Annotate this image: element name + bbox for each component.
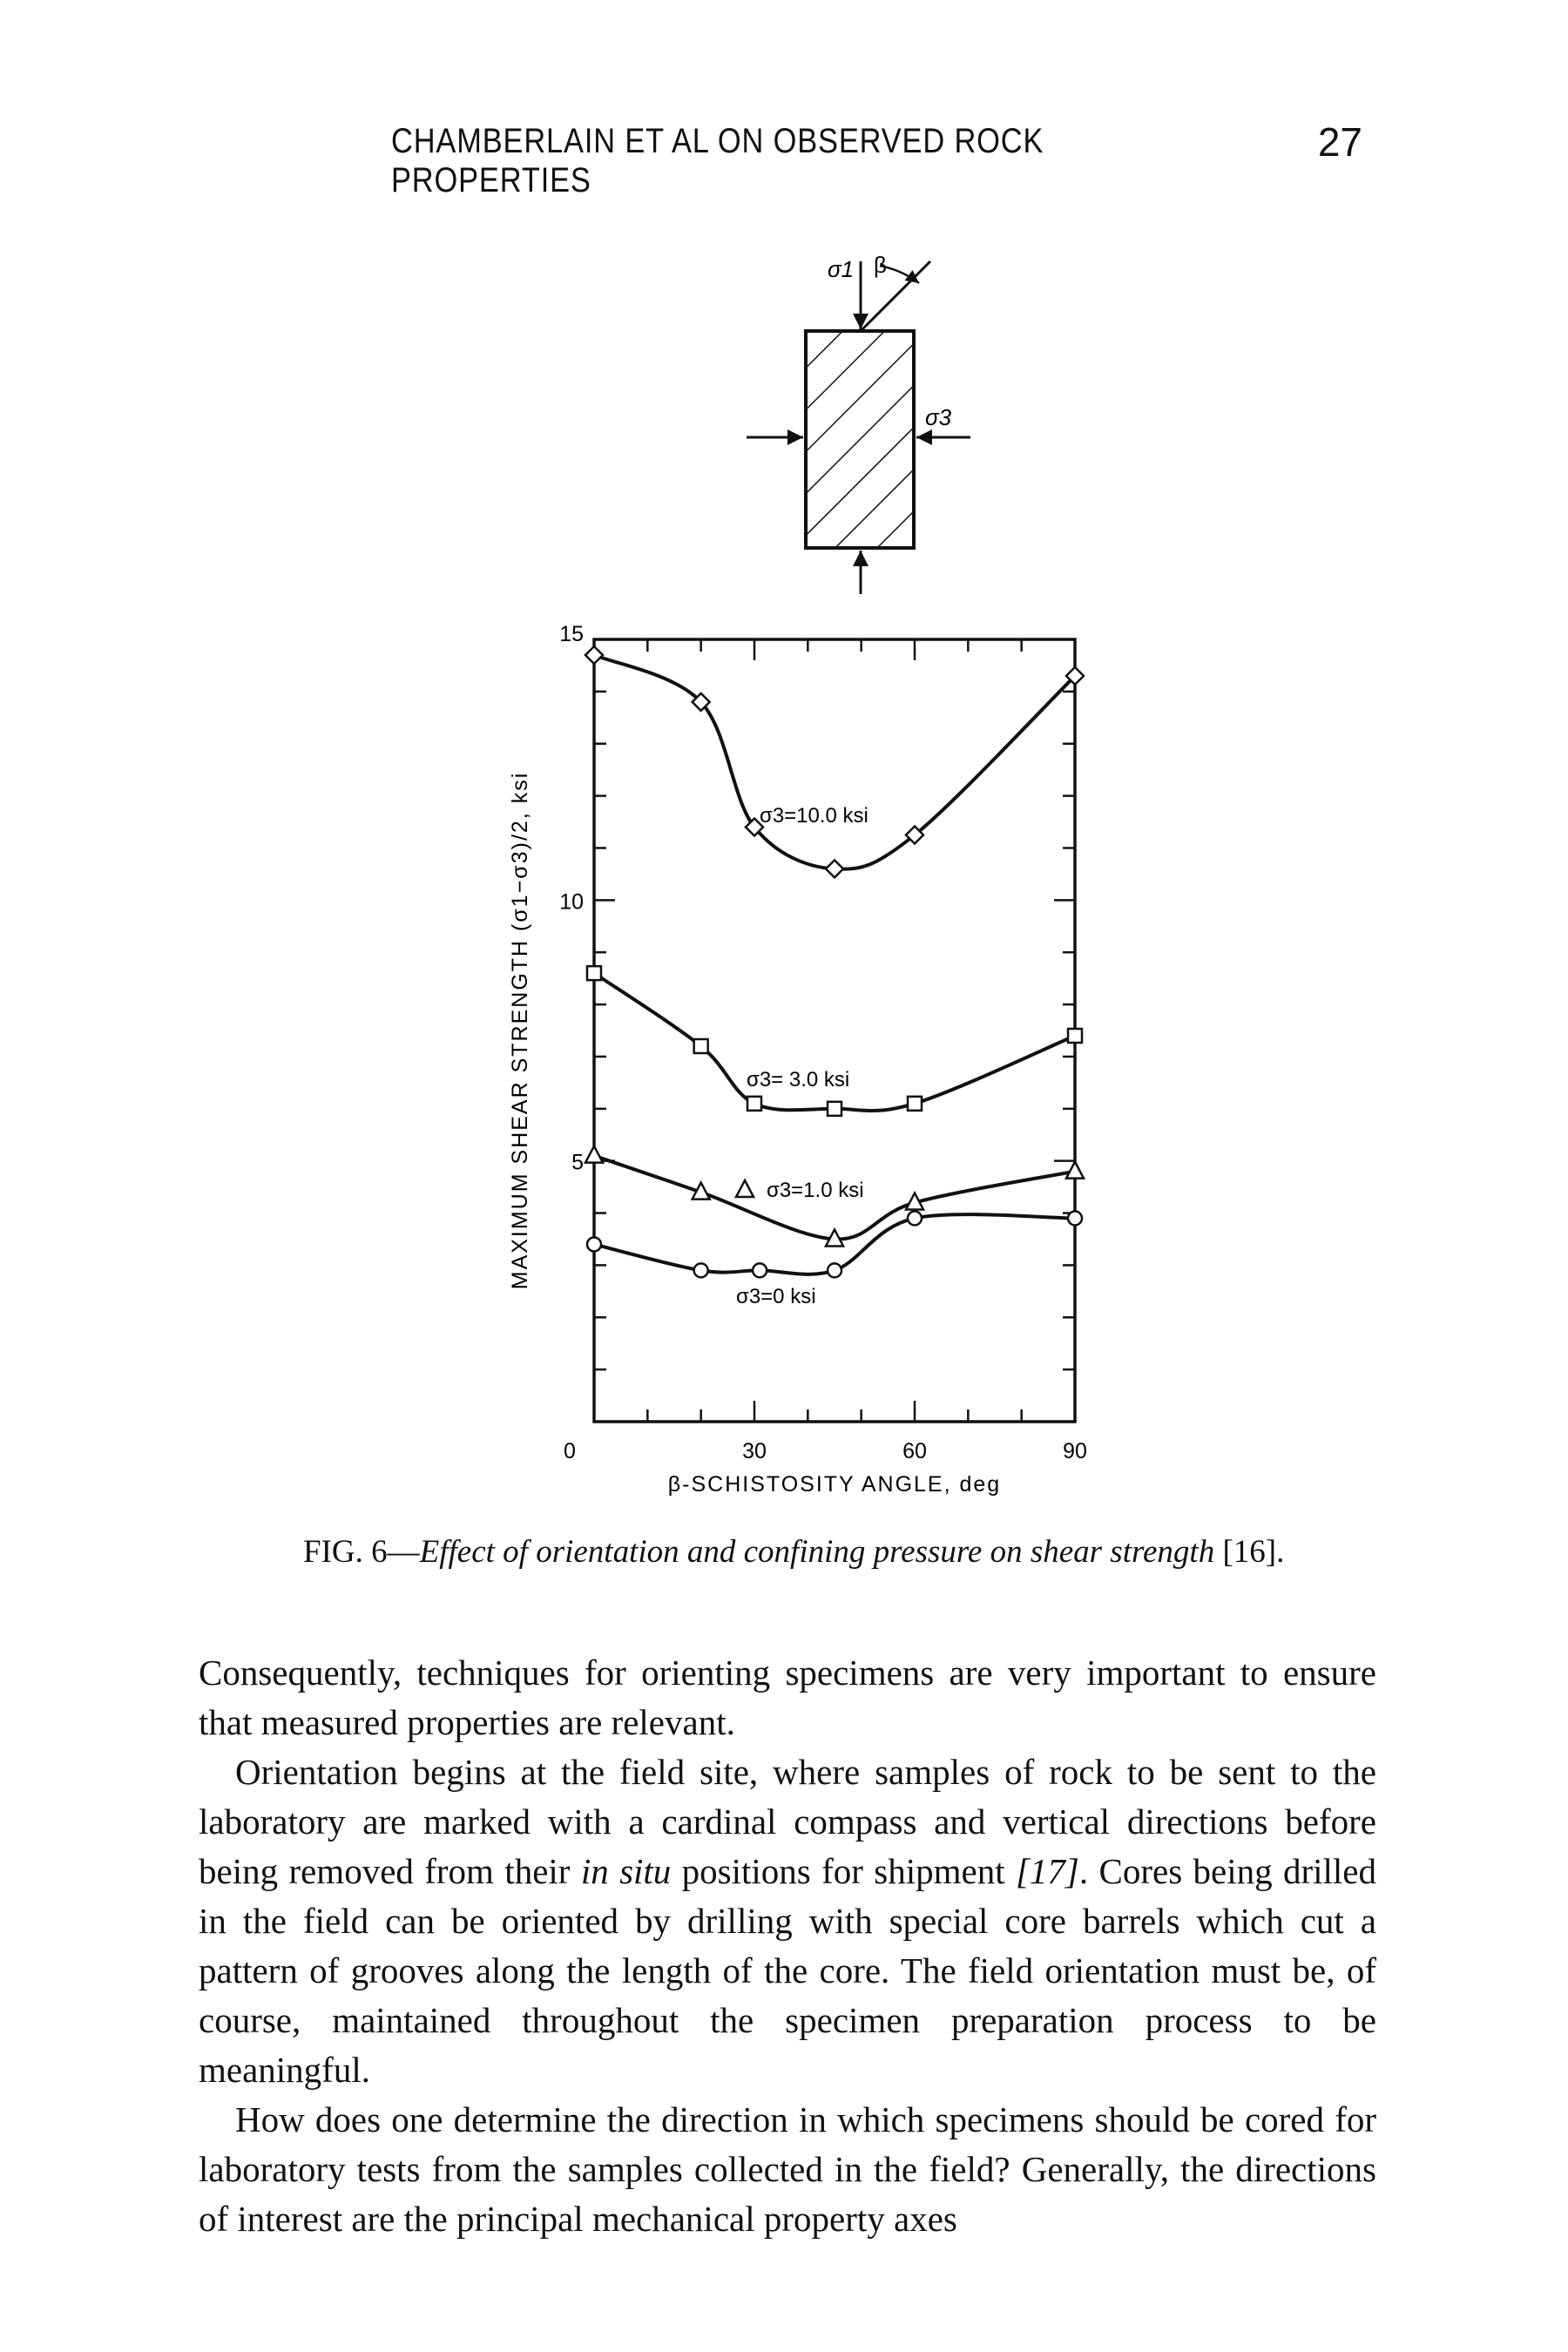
- schistosity-line: [861, 260, 932, 331]
- circle-marker: [1066, 1210, 1084, 1227]
- running-title: CHAMBERLAIN ET AL ON OBSERVED ROCK PROPE…: [391, 122, 1044, 199]
- y-tick-label: 10: [559, 889, 584, 914]
- series-curve: [592, 971, 1076, 1113]
- caption-ref: [16].: [1214, 1534, 1285, 1570]
- series-label-10ksi: σ3=10.0 ksi: [760, 804, 868, 828]
- plot-frame: [592, 638, 1077, 1423]
- diamond-marker: [744, 816, 765, 838]
- series-label-1ksi: σ3=1.0 ksi: [767, 1179, 864, 1202]
- triangle-marker: [823, 1227, 846, 1247]
- figure-caption: FIG. 6—Effect of orientation and confini…: [303, 1533, 1314, 1571]
- diamond-marker: [1064, 666, 1085, 686]
- x-tick-label: 30: [742, 1439, 767, 1463]
- triangle-marker: [583, 1143, 605, 1164]
- caption-label: FIG. 6—: [303, 1534, 420, 1570]
- diamond-marker: [584, 645, 605, 666]
- y-axis-label: MAXIMUM SHEAR STRENGTH (σ1−σ3)/2, ksi: [508, 772, 532, 1290]
- series-label-3ksi: σ3= 3.0 ksi: [747, 1068, 849, 1092]
- circle-marker: [906, 1210, 923, 1227]
- series-curve: [593, 1213, 1076, 1276]
- diamond-marker: [824, 858, 845, 880]
- diamond-marker: [904, 824, 925, 846]
- square-marker: [1066, 1027, 1084, 1044]
- text-run: positions for shipment: [671, 1851, 1016, 1891]
- caption-text: Effect of orientation and confining pres…: [419, 1534, 1215, 1570]
- y-tick-label: 5: [571, 1151, 584, 1175]
- series-curve: [593, 653, 1077, 871]
- running-header: CHAMBERLAIN ET AL ON OBSERVED ROCK PROPE…: [391, 119, 1362, 199]
- series-label-0ksi: σ3=0 ksi: [736, 1285, 816, 1308]
- triangle-marker: [903, 1190, 926, 1211]
- square-marker: [746, 1095, 763, 1112]
- circle-marker: [751, 1262, 768, 1279]
- circle-marker: [693, 1262, 709, 1279]
- x-tick-label: 60: [902, 1439, 927, 1463]
- text-run: . Cores being drilled in the field can b…: [199, 1851, 1376, 2090]
- shear-strength-chart: 0 30 60 90 15 10 5 β-SCHISTOSITY ANGLE, deg MA…: [508, 622, 1087, 1497]
- page-number: 27: [1317, 119, 1362, 165]
- specimen-diagram: σ1 β σ3: [747, 252, 970, 594]
- triangle-marker: [1064, 1159, 1086, 1179]
- beta-label: β: [874, 252, 887, 278]
- x-tick-label: 90: [1063, 1439, 1087, 1463]
- y-tick-label: 15: [559, 622, 584, 646]
- x-tick-label: 0: [564, 1439, 576, 1463]
- specimen-rect: [804, 329, 916, 550]
- sigma3-label: σ3: [925, 404, 952, 430]
- triangle-marker: [690, 1179, 712, 1200]
- italic-term: in situ: [580, 1851, 672, 1891]
- square-marker: [826, 1100, 843, 1118]
- square-marker: [906, 1095, 923, 1112]
- square-marker: [693, 1037, 709, 1055]
- text-run: Orientation begins at the field site, wh…: [199, 1752, 1376, 1891]
- beta-angle-arrow: [879, 264, 920, 285]
- paragraph-2: Orientation begins at the field site, wh…: [199, 1747, 1376, 2095]
- sigma1-label: σ1: [828, 256, 854, 282]
- square-marker: [585, 964, 603, 982]
- paragraph-3: How does one determine the direction in …: [199, 2099, 1376, 2239]
- x-axis-label: β-SCHISTOSITY ANGLE, deg: [668, 1472, 1001, 1497]
- diamond-marker: [690, 692, 712, 713]
- citation-ref: [17]: [1015, 1851, 1079, 1891]
- triangle-marker: [733, 1178, 756, 1199]
- circle-marker: [585, 1236, 603, 1253]
- circle-marker: [826, 1262, 843, 1279]
- figure: σ1 β σ3 0 30 60 90 15 10 5 β-SCHISTOSITY ANGLE…: [508, 252, 1087, 1497]
- paragraph-1: Consequently, techniques for orienting s…: [199, 1652, 1376, 1742]
- body-text: Consequently, techniques for orienting s…: [199, 1648, 1376, 2244]
